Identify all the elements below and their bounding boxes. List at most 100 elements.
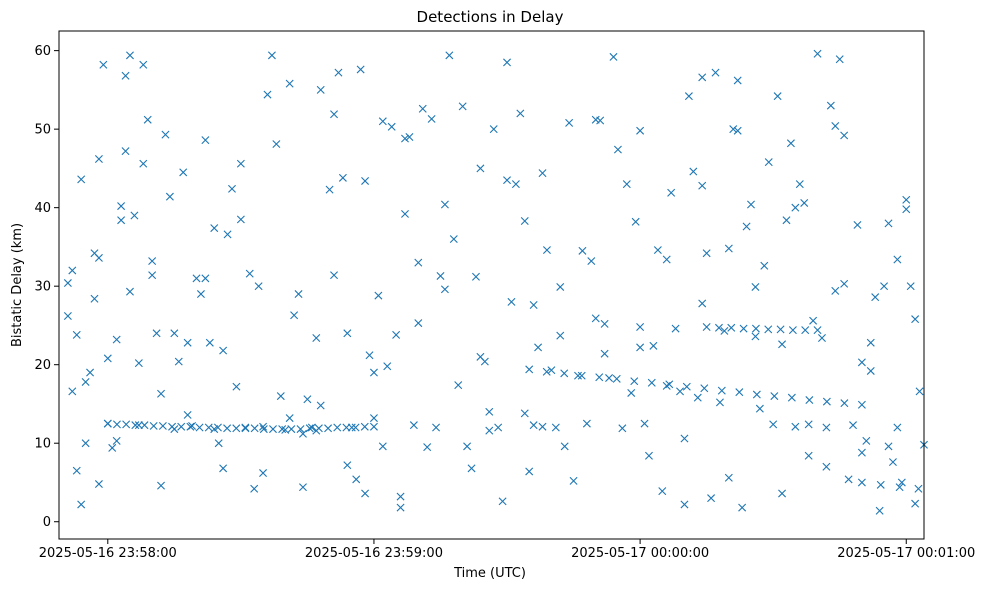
- data-point-track-a: [250, 424, 259, 433]
- data-point-track-a: [112, 420, 121, 429]
- data-point-detections: [844, 475, 853, 484]
- data-point-detections: [489, 125, 498, 134]
- data-point-detections: [884, 219, 893, 228]
- data-point-detections: [471, 272, 480, 281]
- data-point-detections: [786, 139, 795, 148]
- data-point-detections: [369, 414, 378, 423]
- data-point-track-a: [149, 421, 158, 430]
- data-point-detections: [662, 255, 671, 264]
- data-point-detections: [236, 159, 245, 168]
- data-point-detections: [503, 176, 512, 185]
- data-point-detections: [396, 492, 405, 501]
- markers-layer: [63, 49, 928, 515]
- data-point-detections: [769, 420, 778, 429]
- data-point-detections: [680, 500, 689, 509]
- y-axis-title: Bistatic Delay (km): [10, 223, 25, 347]
- data-point-detections: [875, 506, 884, 515]
- data-point-detections: [449, 235, 458, 244]
- data-point-detections: [183, 410, 192, 419]
- data-point-track-a: [278, 425, 287, 434]
- data-point-detections: [103, 354, 112, 363]
- data-point-detections: [236, 215, 245, 224]
- data-point-detections: [259, 422, 268, 431]
- data-point-detections: [139, 60, 148, 69]
- data-point-track-b: [630, 377, 639, 386]
- data-point-detections: [485, 407, 494, 416]
- data-point-detections: [312, 334, 321, 342]
- data-point-track-a: [140, 421, 149, 430]
- data-point-detections: [755, 404, 764, 413]
- data-point-detections: [698, 73, 707, 82]
- data-point-detections: [454, 381, 463, 390]
- data-point-detections: [840, 279, 849, 288]
- data-point-detections: [134, 421, 143, 430]
- data-point-detections: [432, 423, 441, 432]
- data-point-detections: [165, 192, 174, 201]
- data-point-detections: [392, 330, 401, 339]
- data-point-detections: [108, 443, 117, 452]
- data-point-track-b: [665, 380, 674, 389]
- data-point-detections: [591, 314, 600, 323]
- data-point-track-a: [324, 424, 333, 433]
- data-point-track-b: [752, 390, 761, 399]
- data-point-detections: [893, 423, 902, 432]
- data-point-detections: [356, 65, 365, 74]
- data-point-detections: [232, 382, 241, 391]
- data-point-detections: [733, 126, 742, 135]
- data-point-detections: [112, 335, 121, 344]
- data-point-detections: [640, 419, 649, 428]
- data-point-track-d: [788, 326, 797, 335]
- data-point-detections: [747, 200, 755, 209]
- data-point-detections: [307, 423, 316, 432]
- data-point-detections: [219, 464, 228, 473]
- data-point-detections: [507, 297, 516, 306]
- data-point-detections: [161, 130, 170, 139]
- data-point-detections: [791, 422, 800, 431]
- data-point-track-b: [857, 400, 866, 409]
- data-point-detections: [361, 489, 370, 498]
- data-point-detections: [179, 168, 188, 177]
- data-point-detections: [671, 324, 680, 333]
- data-point-track-a: [305, 424, 314, 433]
- data-point-detections: [720, 326, 729, 335]
- data-point-detections: [857, 448, 866, 457]
- data-point-detections: [534, 343, 543, 352]
- data-point-detections: [893, 255, 902, 264]
- data-point-track-d: [727, 323, 736, 332]
- data-point-detections: [365, 351, 374, 360]
- data-point-detections: [804, 420, 813, 429]
- data-point-detections: [228, 184, 236, 193]
- data-point-detections: [778, 340, 787, 349]
- data-point-detections: [196, 290, 205, 299]
- data-point-detections: [729, 125, 738, 134]
- data-point-track-a: [296, 425, 305, 434]
- data-point-detections: [480, 357, 489, 366]
- data-point-detections: [316, 401, 325, 410]
- data-point-track-a: [158, 421, 167, 430]
- data-point-detections: [68, 387, 77, 396]
- y-tick-label: 10: [34, 437, 51, 452]
- chart-title: Detections in Delay: [417, 8, 564, 26]
- data-point-detections: [707, 494, 716, 503]
- data-point-detections: [445, 51, 454, 60]
- data-point-detections: [414, 258, 423, 267]
- data-point-detections: [476, 164, 485, 173]
- x-axis-title: Time (UTC): [453, 566, 526, 581]
- data-point-detections: [139, 159, 148, 168]
- data-point-detections: [897, 478, 906, 487]
- data-point-detections: [516, 109, 525, 118]
- data-point-detections: [174, 357, 183, 366]
- data-point-detections: [702, 249, 711, 258]
- data-point-detections: [267, 51, 276, 60]
- data-point-detections: [520, 217, 529, 225]
- data-point-detections: [631, 217, 640, 226]
- data-point-track-a: [333, 423, 342, 432]
- data-point-detections: [831, 286, 840, 295]
- data-point-track-d: [714, 323, 723, 332]
- data-point-track-b: [577, 371, 586, 380]
- data-point-track-d: [702, 323, 711, 331]
- data-point-detections: [817, 334, 826, 342]
- data-point-detections: [511, 180, 520, 189]
- data-point-detections: [369, 368, 378, 377]
- data-point-track-a: [168, 422, 177, 431]
